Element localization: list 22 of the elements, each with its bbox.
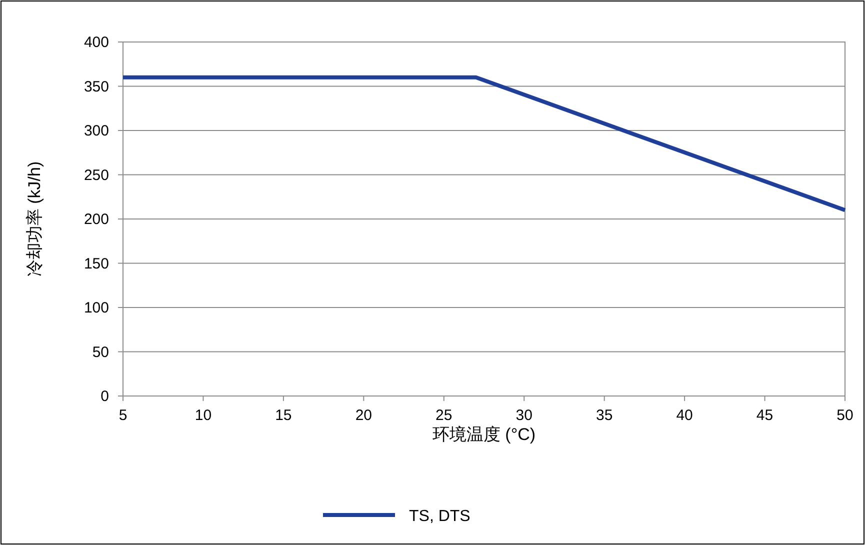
x-axis-title: 环境温度 (°C) <box>432 425 536 444</box>
x-tick-label: 10 <box>194 407 212 424</box>
legend-label: TS, DTS <box>409 508 470 525</box>
y-tick-label: 150 <box>84 255 109 272</box>
y-tick-label: 250 <box>84 166 109 184</box>
y-tick-label: 0 <box>100 388 109 405</box>
x-tick-label: 40 <box>676 407 693 424</box>
x-tick-label: 30 <box>516 407 532 424</box>
y-axis-title: 冷却功率 (kJ/h) <box>25 161 44 277</box>
x-tick-label: 45 <box>756 407 774 424</box>
x-tick-label: 25 <box>436 407 452 424</box>
x-tick-label: 50 <box>836 407 854 424</box>
y-tick-label: 400 <box>84 34 109 51</box>
x-tick-label: 5 <box>118 407 128 424</box>
y-tick-label: 300 <box>84 122 109 140</box>
y-tick-label: 100 <box>84 300 109 316</box>
x-tick-label: 35 <box>596 407 613 424</box>
y-tick-label: 50 <box>92 344 109 361</box>
x-tick-label: 20 <box>355 407 372 424</box>
y-tick-label: 350 <box>84 78 109 96</box>
y-tick-label: 200 <box>84 211 109 228</box>
x-tick-label: 15 <box>275 407 292 424</box>
